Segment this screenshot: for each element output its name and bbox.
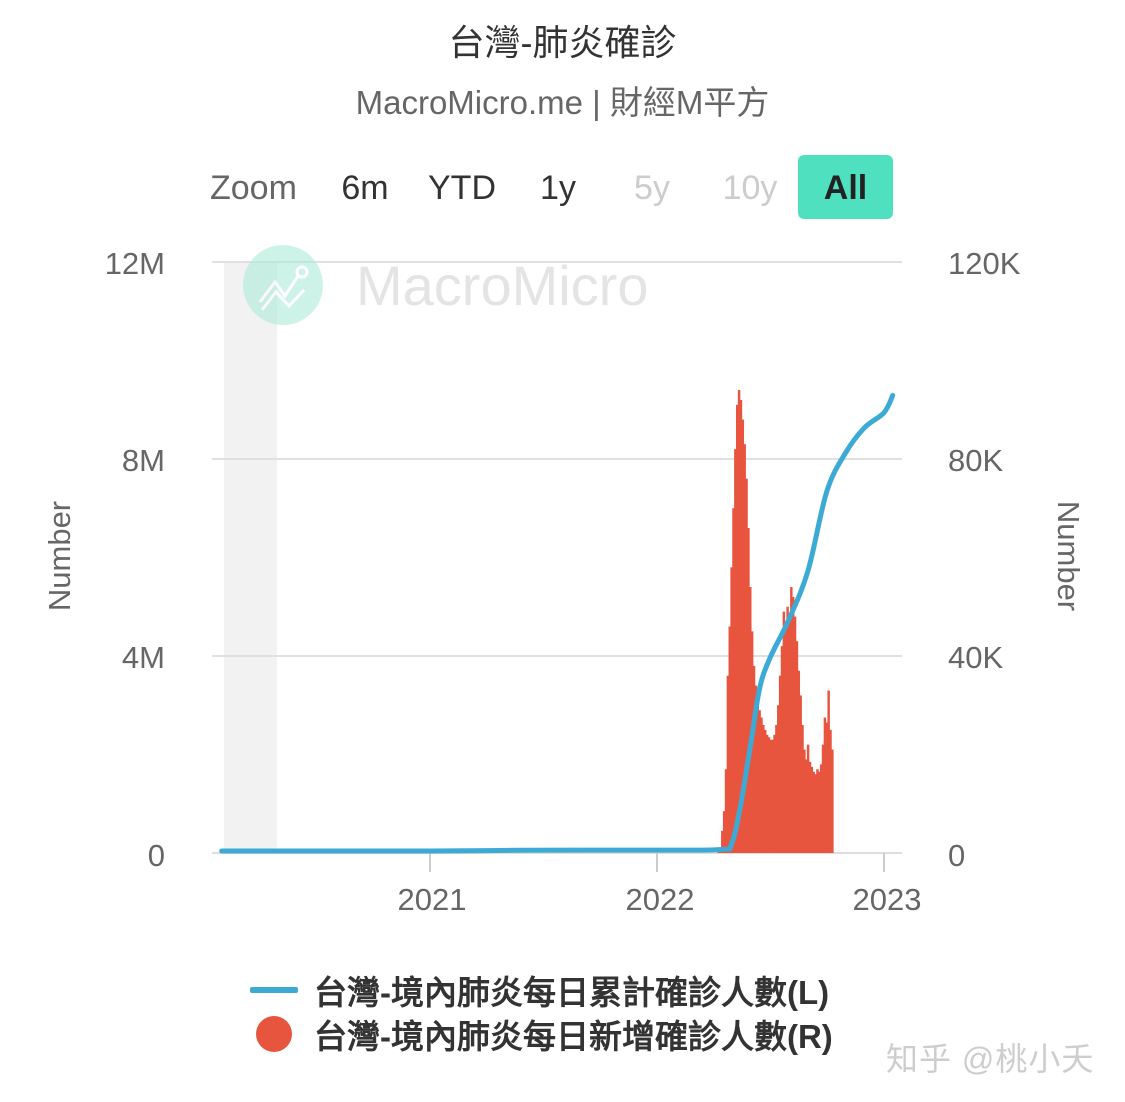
legend-item-daily-new[interactable]: 台灣-境內肺炎每日新增確診人數(R) — [250, 1012, 833, 1056]
x-axis: 2021 2022 2023 — [398, 853, 922, 917]
right-tick-40k: 40K — [948, 640, 1003, 675]
zoom-all-button[interactable]: All — [798, 155, 893, 219]
legend-label-cumulative: 台灣-境內肺炎每日累計確診人數(L) — [314, 974, 830, 1011]
x-tick-2022: 2022 — [626, 882, 695, 917]
left-tick-4m: 4M — [122, 640, 165, 675]
shaded-region — [224, 262, 277, 852]
zhihu-watermark: 知乎 @桃小夭 — [886, 1041, 1095, 1077]
x-tick-2021: 2021 — [398, 882, 467, 917]
zoom-range-selector: Zoom 6m YTD 1y 5y 10y All — [0, 155, 1125, 219]
left-axis-title: Number — [42, 501, 77, 611]
zoom-label: Zoom — [210, 169, 297, 207]
chart-subtitle: MacroMicro.me | 財經M平方 — [355, 84, 770, 121]
left-tick-0: 0 — [148, 838, 165, 873]
right-tick-80k: 80K — [948, 443, 1003, 478]
legend-label-daily-new: 台灣-境內肺炎每日新增確診人數(R) — [314, 1018, 833, 1055]
legend-circle-icon — [256, 1016, 292, 1052]
x-tick-2023: 2023 — [853, 882, 922, 917]
right-tick-0: 0 — [948, 838, 965, 873]
legend-item-cumulative[interactable]: 台灣-境內肺炎每日累計確診人數(L) — [250, 968, 833, 1012]
zoom-10y-button[interactable]: 10y — [722, 169, 778, 207]
macromicro-logo-watermark: MacroMicro — [243, 245, 648, 325]
zoom-1y-button[interactable]: 1y — [540, 169, 576, 207]
right-tick-120k: 120K — [948, 246, 1021, 281]
cumulative-cases-line — [219, 392, 896, 854]
macromicro-logo-icon — [243, 245, 323, 325]
macromicro-logo-text: MacroMicro — [356, 254, 648, 317]
zoom-ytd-button[interactable]: YTD — [428, 169, 496, 207]
zoom-6m-button[interactable]: 6m — [341, 169, 389, 207]
left-axis-ticks: 12M 8M 4M 0 — [105, 246, 165, 873]
legend-line-icon — [250, 987, 298, 993]
daily-new-cases-bars — [717, 390, 834, 854]
chart-plot-area: MacroMicro 12M 8M 4M 0 Number 120K 80K 4… — [42, 245, 1086, 917]
zoom-5y-button[interactable]: 5y — [634, 169, 670, 207]
right-axis-title: Number — [1051, 501, 1086, 611]
right-axis-ticks: 120K 80K 40K 0 — [948, 246, 1021, 873]
left-tick-12m: 12M — [105, 246, 165, 281]
chart-title: 台灣-肺炎確診 — [448, 22, 677, 63]
legend: 台灣-境內肺炎每日累計確診人數(L) 台灣-境內肺炎每日新增確診人數(R) — [250, 968, 833, 1056]
left-tick-8m: 8M — [122, 443, 165, 478]
